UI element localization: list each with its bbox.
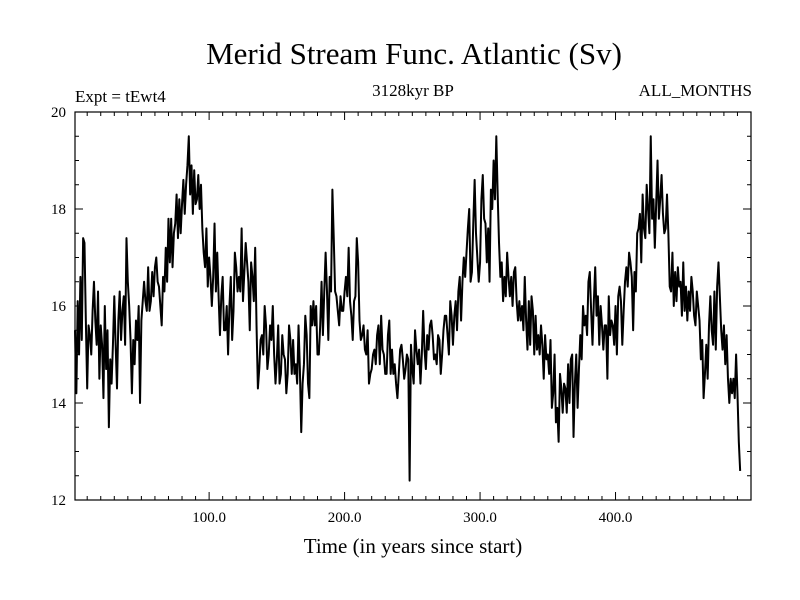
y-tick-label: 18 — [51, 202, 66, 218]
x-tick-label: 100.0 — [192, 510, 226, 526]
x-tick-label: 300.0 — [463, 510, 497, 526]
y-tick-label: 12 — [51, 493, 66, 509]
series-line — [74, 135, 742, 482]
y-tick-label: 20 — [51, 105, 66, 121]
x-axis-label: Time (in years since start) — [304, 534, 523, 558]
period-label: 3128kyr BP — [372, 81, 454, 100]
x-tick-label: 400.0 — [599, 510, 633, 526]
plot-frame — [74, 111, 752, 501]
y-tick-label: 16 — [51, 299, 67, 315]
y-tick-label: 14 — [51, 396, 67, 412]
chart-title: Merid Stream Func. Atlantic (Sv) — [206, 36, 622, 71]
months-label: ALL_MONTHS — [639, 81, 752, 100]
axes: 100.0 200.0 300.0 400.0 12 14 16 18 20 — [51, 105, 751, 526]
experiment-label: Expt = tEwt4 — [75, 87, 166, 106]
x-tick-label: 200.0 — [328, 510, 362, 526]
